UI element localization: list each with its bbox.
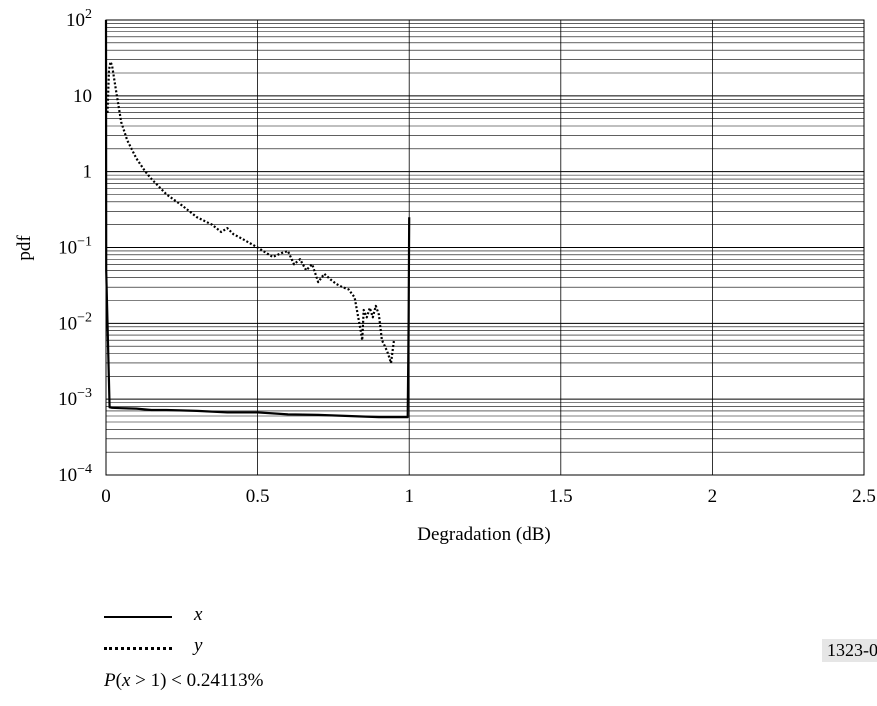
note-var-x: x [121, 670, 131, 691]
legend-label-x: x [194, 604, 203, 625]
note-var-p: P [104, 670, 116, 691]
y-axis-title: pdf [14, 235, 35, 261]
series-line-y [106, 60, 396, 365]
y-tick-label: 1 [83, 162, 93, 183]
probability-note: P(x > 1) < 0.24113% [104, 670, 264, 692]
chart: 0 0.5 1 1.5 2 2.5 102 10 1 10−1 10−2 10−3 10−4 Degra… [14, 7, 876, 545]
tick-labels: 0 0.5 1 1.5 2 2.5 102 10 1 10−1 10−2 10−3 10−4 [58, 7, 876, 507]
legend-swatch-dotted [104, 647, 172, 650]
series-layer [104, 19, 411, 419]
x-tick-label: 0 [101, 486, 111, 507]
note-rest: > 1) < 0.24113% [130, 670, 264, 691]
y-tick-label: 10−3 [58, 386, 92, 410]
x-tick-label: 0.5 [246, 486, 270, 507]
y-tick-label: 10−1 [58, 235, 92, 259]
x-tick-label: 2 [708, 486, 718, 507]
y-tick-label: 102 [66, 7, 92, 31]
legend-swatch-solid [104, 616, 172, 618]
y-tick-label: 10−2 [58, 310, 92, 334]
y-tick-label: 10 [73, 86, 92, 107]
x-tick-label: 1.5 [549, 486, 573, 507]
y-tick-label: 10−4 [58, 462, 92, 486]
x-axis-title: Degradation (dB) [417, 524, 550, 545]
series-line-x [104, 19, 411, 419]
note-open: ( [115, 670, 122, 691]
figure-id: 1323-03 [822, 639, 877, 662]
grid [105, 20, 865, 476]
x-tick-label: 2.5 [852, 486, 876, 507]
legend-label-y: y [194, 635, 203, 656]
x-tick-label: 1 [404, 486, 414, 507]
